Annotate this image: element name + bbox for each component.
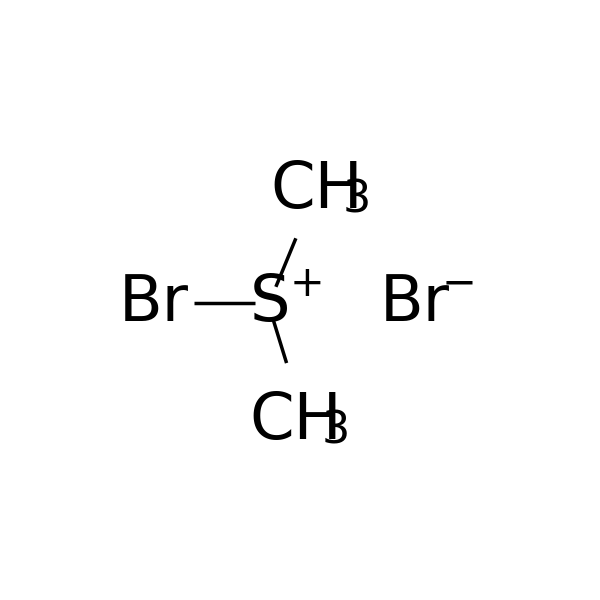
Text: 3: 3 bbox=[343, 178, 371, 221]
Text: Br: Br bbox=[379, 272, 449, 334]
Text: 3: 3 bbox=[322, 409, 350, 452]
Text: S: S bbox=[250, 272, 290, 334]
Text: CH: CH bbox=[271, 159, 363, 221]
Text: −: − bbox=[442, 263, 476, 305]
Text: Br: Br bbox=[119, 272, 189, 334]
Text: +: + bbox=[290, 263, 325, 305]
Text: CH: CH bbox=[250, 390, 342, 452]
